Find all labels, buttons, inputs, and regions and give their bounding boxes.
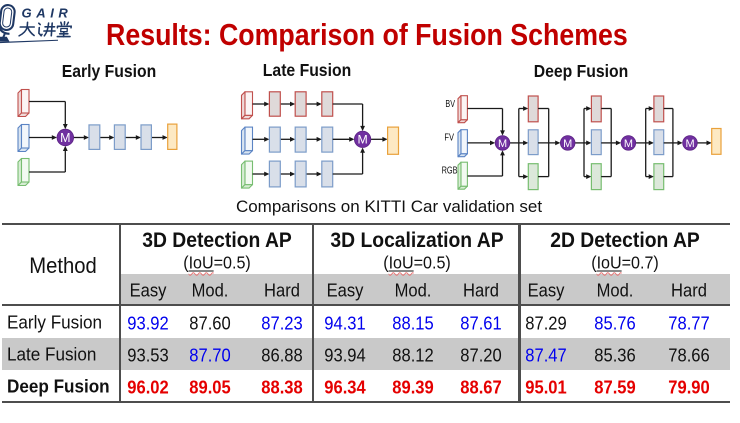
svg-text:BV: BV: [445, 99, 455, 110]
svg-text:M: M: [624, 138, 633, 150]
svg-text:M: M: [685, 138, 694, 150]
svg-text:M: M: [563, 138, 572, 150]
svg-text:M: M: [60, 131, 70, 145]
svg-text:M: M: [498, 138, 507, 150]
svg-text:FV: FV: [444, 132, 454, 143]
svg-text:M: M: [357, 133, 367, 147]
svg-text:GAIR: GAIR: [22, 6, 73, 21]
svg-text:RGB: RGB: [442, 165, 458, 176]
